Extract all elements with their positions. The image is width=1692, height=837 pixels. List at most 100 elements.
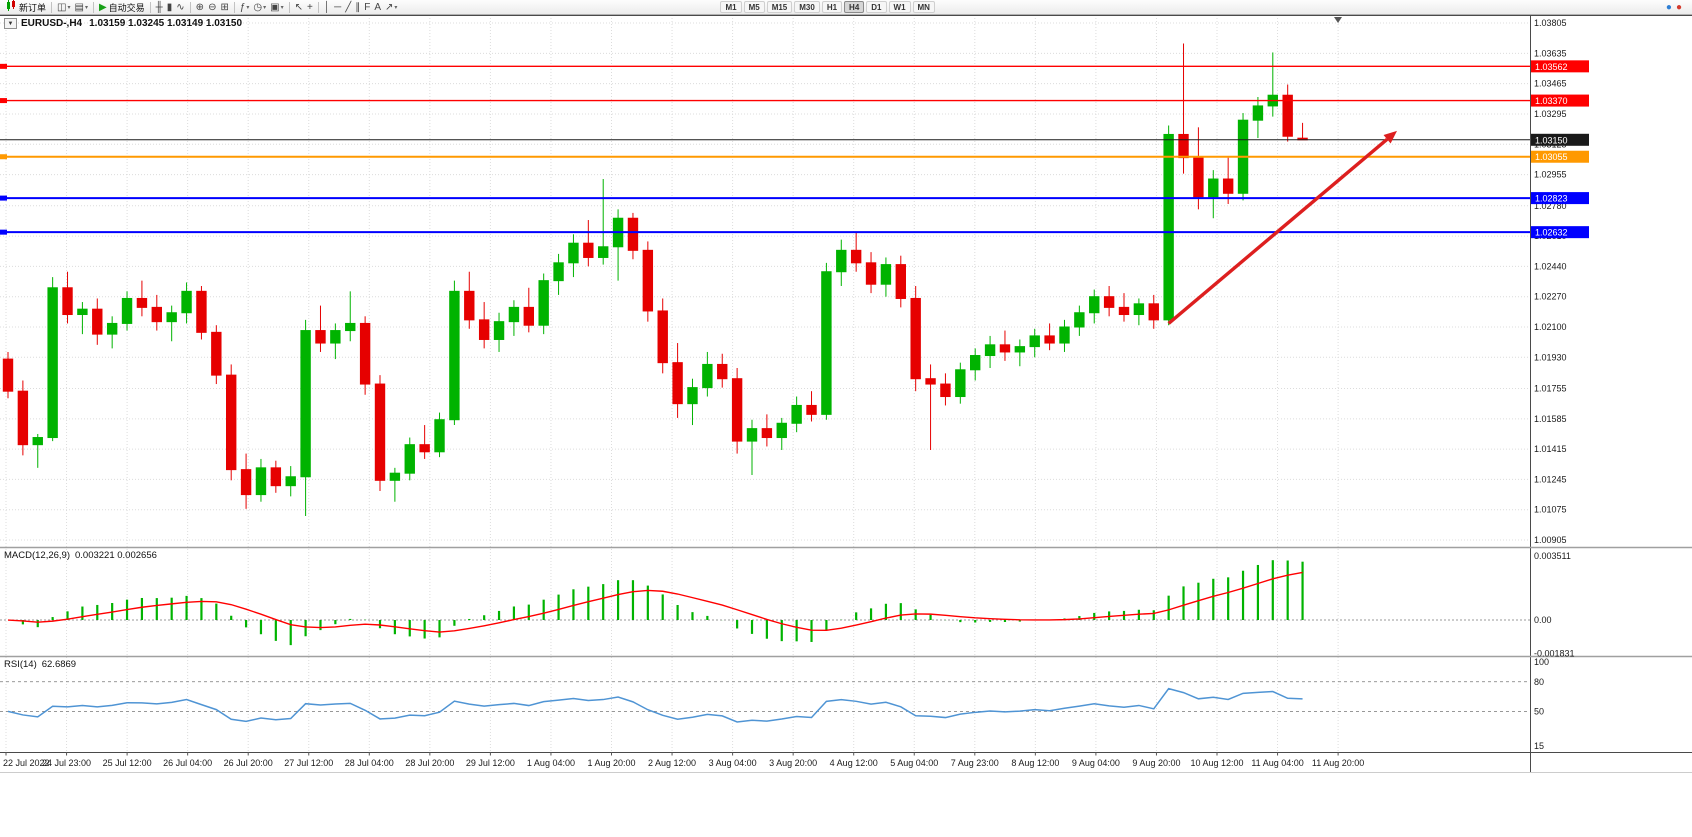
- dropdown-arrow-icon: ▾: [246, 4, 250, 11]
- templates-button[interactable]: ▣ ▾: [268, 1, 285, 14]
- candlestick-chart-button[interactable]: ▮: [165, 1, 175, 14]
- chart-shift-marker[interactable]: [1334, 17, 1342, 23]
- time-axis-label: 25 Jul 12:00: [103, 758, 152, 768]
- candle-body: [850, 249, 862, 264]
- bar-chart-button[interactable]: ╫: [154, 1, 165, 14]
- horizontal-line-button[interactable]: ─: [332, 1, 343, 14]
- fibonacci-button[interactable]: F: [362, 1, 372, 14]
- timeframe-m15-button[interactable]: M15: [766, 1, 793, 13]
- zoom-out-button[interactable]: ⊖: [206, 1, 218, 14]
- candle-body: [702, 363, 713, 389]
- news-alert-button[interactable]: ●: [1674, 1, 1684, 14]
- time-axis-label: 1 Aug 20:00: [587, 758, 635, 768]
- price-badge: 1.03055: [1531, 150, 1589, 163]
- candle-body: [181, 290, 192, 314]
- candle-body: [374, 383, 386, 481]
- chart-title: EURUSD-,H4 1.03159 1.03245 1.03149 1.0315…: [21, 18, 242, 29]
- symbol-dropdown-icon[interactable]: ▼: [4, 18, 17, 29]
- price-badge: 1.03370: [1531, 94, 1589, 107]
- candle-body: [434, 419, 445, 453]
- trendline-button[interactable]: ╱: [343, 1, 353, 14]
- bar-chart-icon: ╫: [155, 1, 163, 13]
- line-chart-icon: ∿: [176, 1, 185, 13]
- community-button[interactable]: ●: [1664, 1, 1674, 14]
- dropdown-arrow-icon: ▾: [394, 4, 398, 11]
- line-left-handle[interactable]: [0, 229, 7, 235]
- candle-body: [1118, 306, 1130, 316]
- svg-text:1.02632: 1.02632: [1535, 228, 1568, 238]
- candle-body: [389, 472, 401, 481]
- new-chart-button[interactable]: ◫ ▾: [55, 1, 72, 14]
- candle-body: [746, 428, 758, 442]
- candle-body: [330, 330, 341, 344]
- candle-body: [1178, 133, 1189, 159]
- line-chart-button[interactable]: ∿: [174, 1, 186, 14]
- candle-body: [17, 390, 29, 446]
- time-axis-label: 22 Jul 2022: [3, 758, 50, 768]
- price-axis[interactable]: 1.038051.036351.034651.032951.031251.029…: [1534, 18, 1567, 545]
- zoom-in-button[interactable]: ⊕: [194, 1, 206, 14]
- candle-body: [925, 378, 936, 385]
- indicators-button[interactable]: ƒ ▾: [238, 1, 252, 14]
- trend-arrow-object[interactable]: [1167, 130, 1397, 325]
- rsi-axis-label: 100: [1534, 657, 1549, 667]
- chart-area[interactable]: 1.038051.036351.034651.032951.031251.029…: [0, 15, 1692, 837]
- price-badge: 1.02823: [1531, 192, 1589, 205]
- candle-body: [1103, 296, 1115, 308]
- svg-text:1.03562: 1.03562: [1535, 62, 1568, 72]
- timeframe-h4-button[interactable]: H4: [844, 1, 865, 13]
- crosshair-button[interactable]: +: [305, 1, 315, 14]
- text-button[interactable]: A: [372, 1, 383, 14]
- timeframe-h1-button[interactable]: H1: [821, 1, 843, 13]
- chart-background: [0, 15, 1692, 837]
- candle-body: [1208, 178, 1219, 198]
- time-axis-label: 1 Aug 04:00: [527, 758, 575, 768]
- tile-windows-button[interactable]: ⊞: [218, 1, 230, 14]
- candle-body: [836, 249, 847, 273]
- timeframe-m1-button[interactable]: M1: [720, 1, 742, 13]
- profiles-button[interactable]: ▤ ▾: [72, 1, 89, 14]
- news-alert-icon: ●: [1675, 1, 1682, 13]
- new-order-button[interactable]: 新订单: [4, 0, 48, 14]
- zoom-group: ⊕ ⊖ ⊞: [194, 1, 231, 14]
- rsi-axis-label: 80: [1534, 677, 1544, 687]
- timeframe-m5-button[interactable]: M5: [743, 1, 765, 13]
- candle-body: [553, 262, 564, 282]
- timeframes-menu-button[interactable]: ◷ ▾: [251, 1, 268, 14]
- toolbar-separator: [51, 1, 53, 13]
- candle-body: [1252, 105, 1264, 121]
- vertical-line-button[interactable]: │: [322, 1, 332, 14]
- toolbar-separator: [233, 1, 235, 13]
- macd-values: 0.003221 0.002656: [75, 550, 157, 561]
- line-left-handle[interactable]: [0, 195, 7, 201]
- timeframe-d1-button[interactable]: D1: [866, 1, 887, 13]
- candle-body: [776, 422, 787, 439]
- equidistant-channel-button[interactable]: ∥: [353, 1, 362, 14]
- candle-body: [211, 331, 222, 376]
- cursor-button[interactable]: ↖: [293, 1, 305, 14]
- macd-axis-label: 0.00: [1534, 615, 1552, 625]
- order-group: 新订单: [4, 0, 48, 14]
- price-axis-label: 1.01755: [1534, 384, 1567, 394]
- macd-indicator-header: MACD(12,26,9) 0.003221 0.002656: [4, 550, 157, 561]
- zoom-out-icon: ⊖: [208, 1, 217, 13]
- candle-body: [1029, 335, 1040, 348]
- candle-body: [464, 290, 475, 321]
- timeframe-w1-button[interactable]: W1: [888, 1, 911, 13]
- timeframe-mn-button[interactable]: MN: [912, 1, 935, 13]
- candle-body: [449, 290, 460, 421]
- time-axis-label: 4 Aug 12:00: [830, 758, 878, 768]
- line-left-handle[interactable]: [0, 154, 7, 160]
- arrows-button[interactable]: ↗ ▾: [383, 1, 399, 14]
- timeframe-m30-button[interactable]: M30: [794, 1, 820, 13]
- autotrading-button[interactable]: ▶ 自动交易: [97, 1, 147, 14]
- candle-body: [315, 330, 326, 344]
- candlestick-chart-icon: ▮: [166, 1, 173, 13]
- line-left-handle[interactable]: [0, 98, 7, 104]
- timeframes-menu-icon: ◷: [253, 1, 263, 13]
- candle-body: [806, 404, 817, 415]
- candle-body: [1163, 133, 1174, 321]
- candle-body: [1044, 335, 1055, 344]
- line-left-handle[interactable]: [0, 63, 7, 69]
